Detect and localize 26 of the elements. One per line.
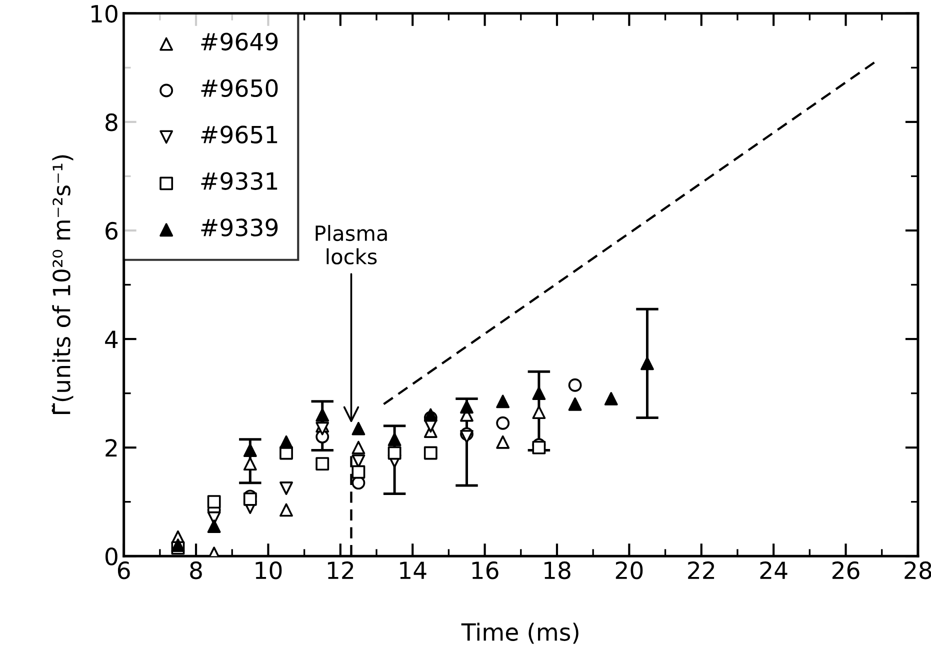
annotation: Plasma locks bbox=[316, 224, 387, 264]
y-axis-title: Γ̃(units of 10²⁰ m⁻²s⁻¹) bbox=[52, 155, 74, 414]
x-tick-label: 8 bbox=[190, 561, 202, 580]
x-tick-label: 16 bbox=[472, 561, 498, 580]
legend-label: #9649 bbox=[201, 32, 278, 51]
x-tick-label: 20 bbox=[616, 561, 643, 580]
y-tick-label: 10 bbox=[92, 4, 118, 23]
x-tick-label: 6 bbox=[118, 561, 130, 580]
x-tick-label: 28 bbox=[904, 561, 931, 580]
x-tick-label: 22 bbox=[688, 561, 714, 579]
x-tick-label: 12 bbox=[328, 561, 354, 579]
legend-label: #9650 bbox=[201, 79, 278, 98]
x-axis-title: Time (ms) bbox=[461, 622, 578, 644]
y-tick-label: 0 bbox=[105, 548, 118, 566]
legend-label: #9339 bbox=[201, 218, 278, 236]
x-tick-label: 10 bbox=[256, 561, 282, 580]
y-tick-label: 4 bbox=[105, 330, 118, 348]
x-tick-label: 14 bbox=[400, 562, 426, 579]
x-tick-label: 26 bbox=[832, 561, 860, 580]
y-tick-label: 6 bbox=[106, 222, 118, 240]
y-tick-label: 8 bbox=[106, 113, 118, 132]
y-tick-label: 2 bbox=[106, 439, 117, 457]
legend-label: #9331 bbox=[201, 172, 278, 190]
legend-label: #9651 bbox=[201, 126, 278, 144]
x-tick-label: 24 bbox=[760, 561, 788, 579]
x-tick-label: 18 bbox=[544, 561, 570, 580]
